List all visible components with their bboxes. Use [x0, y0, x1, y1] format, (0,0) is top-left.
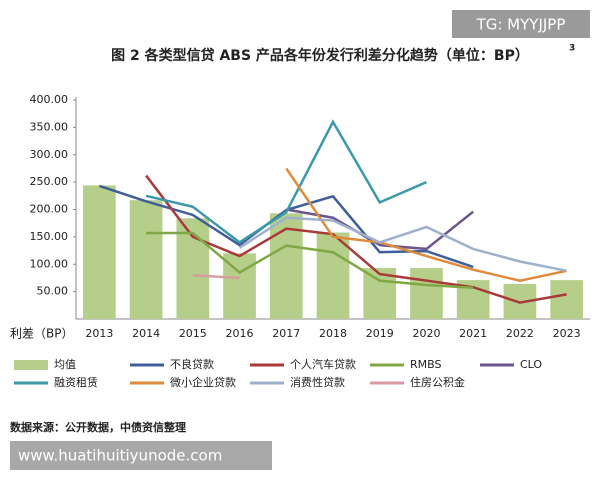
- x-tick-label: 2016: [226, 327, 254, 340]
- legend-label: 消费性贷款: [290, 375, 345, 389]
- y-tick-label: 150.00: [30, 230, 69, 243]
- legend-label: CLO: [520, 358, 542, 371]
- x-tick-label: 2023: [553, 327, 581, 340]
- x-tick-label: 2015: [179, 327, 207, 340]
- watermark-box: [10, 441, 272, 470]
- watermark: www.huatihuitiyunode.com: [18, 447, 222, 465]
- x-tick-label: 2014: [132, 327, 160, 340]
- x-tick-label: 2013: [85, 327, 113, 340]
- line: [146, 231, 474, 290]
- bar: [129, 200, 163, 319]
- x-tick-label: 2021: [459, 327, 487, 340]
- legend-label: 融资租赁: [54, 375, 98, 389]
- y-tick-label: 300.00: [30, 148, 69, 161]
- y-tick-label: 200.00: [30, 203, 69, 216]
- legend-label: 微小企业贷款: [170, 375, 236, 389]
- title-note: 3: [569, 44, 575, 54]
- x-tick-label: 2018: [319, 327, 347, 340]
- bar: [410, 268, 443, 319]
- bar: [550, 280, 583, 319]
- y-tick-label: 100.00: [30, 257, 69, 270]
- y-tick-label: 50.00: [37, 285, 69, 298]
- x-tick-label: 2017: [272, 327, 300, 340]
- line: [145, 174, 567, 304]
- y-tick-label: 250.00: [30, 175, 69, 188]
- x-tick-label: 2020: [412, 327, 440, 340]
- legend-label: 均值: [54, 358, 76, 371]
- bar: [316, 232, 350, 319]
- line: [285, 167, 567, 282]
- x-tick-label: 2022: [506, 327, 534, 340]
- chart-title: 图 2 各类型信贷 ABS 产品各年份发行利差分化趋势（单位：BP）: [111, 47, 529, 64]
- source: 数据来源：公开数据，中债资信整理: [10, 420, 186, 434]
- y-axis-label: 利差（BP）: [10, 327, 73, 341]
- legend-label: 个人汽车贷款: [290, 357, 356, 371]
- x-tick-label: 2019: [366, 327, 394, 340]
- line: [192, 273, 240, 280]
- line: [238, 216, 567, 273]
- legend-label: 不良贷款: [170, 357, 214, 371]
- legend-label: 住房公积金: [410, 375, 465, 389]
- watermark-box: [452, 10, 590, 38]
- bar: [83, 185, 116, 319]
- y-tick-label: 400.00: [30, 93, 69, 106]
- legend-label: RMBS: [410, 358, 441, 371]
- watermark: TG: MYYJJPP: [476, 16, 566, 34]
- legend-swatch: [14, 360, 48, 370]
- y-tick-label: 350.00: [30, 120, 69, 133]
- line: [145, 119, 427, 244]
